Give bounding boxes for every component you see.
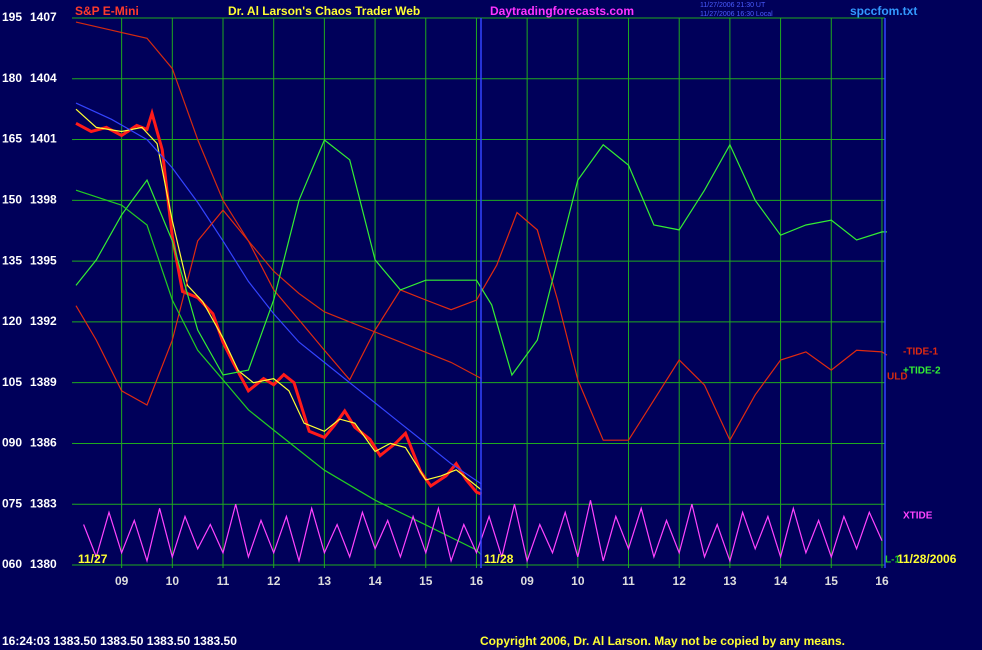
- x-tick-label: 16: [875, 574, 889, 588]
- legend-label: ULD: [887, 372, 908, 383]
- site: Daytradingforecasts.com: [490, 4, 634, 18]
- y2-tick-label: 1404: [30, 71, 57, 85]
- x-tick-label: 12: [673, 574, 687, 588]
- y2-tick-label: 1401: [30, 132, 57, 146]
- date-label: 11/28/2006: [897, 552, 957, 566]
- series-line: [83, 500, 883, 564]
- legend-label: XTIDE: [903, 511, 933, 522]
- y2-tick-label: 1392: [30, 314, 57, 328]
- y2-tick-label: 1395: [30, 253, 57, 267]
- date-label: 11/27: [78, 552, 108, 566]
- y2-tick-label: 1398: [30, 193, 57, 207]
- x-tick-label: 12: [267, 574, 281, 588]
- legend-label: -TIDE-1: [903, 347, 938, 358]
- y2-tick-label: 1383: [30, 496, 57, 510]
- x-tick-label: 15: [825, 574, 839, 588]
- y-tick-label: 135: [2, 253, 22, 267]
- x-tick-label: 10: [166, 574, 180, 588]
- series-line: [75, 139, 887, 377]
- y2-tick-label: 1386: [30, 436, 57, 450]
- copyright: Copyright 2006, Dr. Al Larson. May not b…: [480, 634, 845, 648]
- series-line: [75, 189, 482, 556]
- date-label: 11/28: [484, 552, 514, 566]
- y-tick-label: 180: [2, 71, 22, 85]
- legend-label: L-1: [885, 555, 900, 566]
- y-tick-label: 105: [2, 375, 22, 389]
- x-tick-label: 16: [470, 574, 484, 588]
- series-layer: [75, 21, 888, 564]
- x-tick-label: 10: [571, 574, 585, 588]
- x-tick-label: 13: [723, 574, 737, 588]
- x-tick-label: 15: [419, 574, 433, 588]
- y-tick-label: 075: [2, 496, 22, 510]
- grid: 060 075 090 105 120 135 150 165 180 195 1380 1383 13…: [2, 10, 889, 588]
- x-tick-label: 11: [217, 574, 230, 588]
- x-tick-label: 14: [368, 574, 382, 588]
- y2-tick-label: 1407: [30, 10, 57, 24]
- chart-title: Dr. Al Larson's Chaos Trader Web: [228, 4, 420, 18]
- y2-tick-label: 1380: [30, 557, 57, 571]
- series-line: [75, 108, 482, 491]
- y-tick-label: 165: [2, 132, 22, 146]
- legend-label: +TIDE-2: [903, 366, 941, 377]
- file-name: spccfom.txt: [850, 4, 917, 18]
- x-tick-label: 13: [318, 574, 332, 588]
- y-tick-label: 150: [2, 193, 22, 207]
- y-tick-label: 090: [2, 436, 22, 450]
- y-tick-label: 060: [2, 557, 22, 571]
- series-line: [75, 209, 888, 442]
- series-line: [75, 102, 482, 485]
- timestamp: 11/27/2006 16:30 Local: [700, 11, 773, 18]
- y-tick-label: 120: [2, 314, 22, 328]
- y2-tick-label: 1389: [30, 375, 57, 389]
- series-line: [75, 21, 482, 380]
- x-tick-label: 14: [774, 574, 788, 588]
- timestamp: 11/27/2006 21:30 UT: [700, 2, 766, 9]
- x-tick-label: 09: [520, 574, 534, 588]
- x-tick-label: 11: [622, 574, 635, 588]
- quote: 16:24:03 1383.50 1383.50 1383.50 1383.50: [2, 634, 237, 648]
- y-tick-label: 195: [2, 10, 22, 24]
- x-tick-label: 09: [115, 574, 129, 588]
- instrument: S&P E-Mini: [75, 4, 139, 18]
